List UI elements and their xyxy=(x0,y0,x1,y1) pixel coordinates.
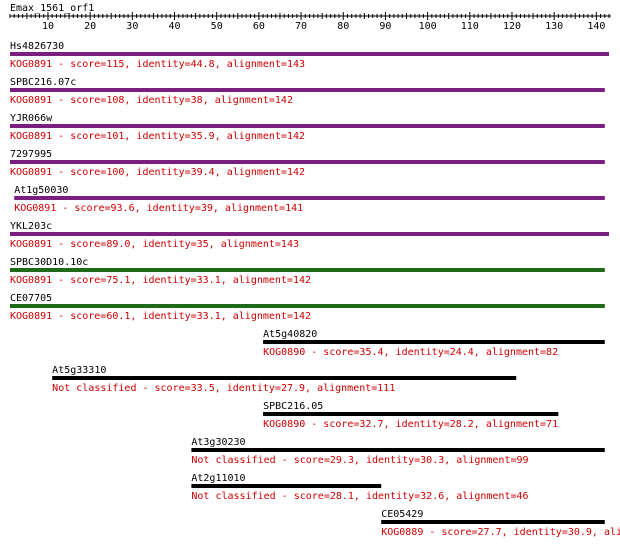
hit-name[interactable]: At5g33310 xyxy=(52,365,106,376)
ruler-tick-label: 120 xyxy=(503,21,521,32)
hit-annotation: KOG0889 - score=27.7, identity=30.9, ali… xyxy=(381,527,620,538)
hit-alignment-bar[interactable] xyxy=(52,376,517,380)
hit-row: SPBC216.07c KOG0891 - score=108, identity… xyxy=(10,77,605,106)
hit-alignment-bar[interactable] xyxy=(263,340,605,344)
hit-annotation: KOG0891 - score=93.6, identity=39, align… xyxy=(14,203,303,214)
hit-name[interactable]: YJR066w xyxy=(10,113,53,124)
hit-name[interactable]: SPBC216.05 xyxy=(263,401,323,412)
hit-name[interactable]: At2g11010 xyxy=(191,473,245,484)
ruler-tick-label: 30 xyxy=(126,21,138,32)
query-name: Emax_1561_orf1 xyxy=(10,3,94,14)
hit-annotation: KOG0891 - score=100, identity=39.4, alig… xyxy=(10,167,305,178)
hit-row: At1g50030 KOG0891 - score=93.6, identity=… xyxy=(14,185,605,214)
hit-row: SPBC30D10.10c KOG0891 - score=75.1, ident… xyxy=(10,257,605,286)
hit-alignment-bar[interactable] xyxy=(263,412,559,416)
hit-row: 7297995 KOG0891 - score=100, identity=39.… xyxy=(10,149,605,178)
hit-name[interactable]: SPBC216.07c xyxy=(10,77,76,88)
hit-name[interactable]: 7297995 xyxy=(10,149,52,160)
hit-row: At5g33310 Not classified - score=33.5, id… xyxy=(52,365,517,394)
hit-name[interactable]: CE07705 xyxy=(10,293,52,304)
hit-row: YKL203c KOG0891 - score=89.0, identity=35… xyxy=(10,221,609,250)
hit-alignment-bar[interactable] xyxy=(14,196,605,200)
hit-row: SPBC216.05 KOG0890 - score=32.7, identity… xyxy=(263,401,559,430)
hit-row: At5g40820 KOG0890 - score=35.4, identity=… xyxy=(263,329,605,358)
ruler-tick-label: 110 xyxy=(461,21,479,32)
hit-list: Hs4826730 KOG0891 - score=115, identity=4… xyxy=(10,41,620,538)
hit-annotation: KOG0890 - score=32.7, identity=28.2, ali… xyxy=(263,419,558,430)
ruler-tick-label: 10 xyxy=(42,21,54,32)
ruler-tick-label: 80 xyxy=(337,21,349,32)
ruler-tick-label: 140 xyxy=(587,21,605,32)
hit-alignment-bar[interactable] xyxy=(191,448,605,452)
hit-annotation: KOG0890 - score=35.4, identity=24.4, ali… xyxy=(263,347,558,358)
hit-annotation: KOG0891 - score=75.1, identity=33.1, ali… xyxy=(10,275,311,286)
hit-annotation: Not classified - score=28.1, identity=32… xyxy=(191,491,528,502)
hit-name[interactable]: At1g50030 xyxy=(14,185,68,196)
hit-alignment-bar[interactable] xyxy=(10,160,605,164)
ruler-tick-label: 60 xyxy=(253,21,265,32)
hit-alignment-bar[interactable] xyxy=(10,268,605,272)
ruler-tick-label: 70 xyxy=(295,21,307,32)
hit-alignment-bar[interactable] xyxy=(10,124,605,128)
hit-row: CE07705 KOG0891 - score=60.1, identity=33… xyxy=(10,293,605,322)
hit-name[interactable]: CE05429 xyxy=(381,509,423,520)
hit-name[interactable]: YKL203c xyxy=(10,221,52,232)
hit-row: At2g11010 Not classified - score=28.1, id… xyxy=(191,473,529,502)
ruler-tick-label: 100 xyxy=(419,21,437,32)
hit-alignment-bar[interactable] xyxy=(381,520,605,524)
hit-annotation: KOG0891 - score=108, identity=38, alignm… xyxy=(10,95,293,106)
hit-row: At3g30230 Not classified - score=29.3, id… xyxy=(191,437,605,466)
hit-annotation: KOG0891 - score=60.1, identity=33.1, ali… xyxy=(10,311,311,322)
hit-row: YJR066w KOG0891 - score=101, identity=35.… xyxy=(10,113,605,142)
hit-alignment-bar[interactable] xyxy=(10,88,605,92)
hit-annotation: Not classified - score=33.5, identity=27… xyxy=(52,383,395,394)
hit-alignment-bar[interactable] xyxy=(10,52,609,56)
ruler-tick-label: 40 xyxy=(168,21,180,32)
ruler-tick-label: 20 xyxy=(84,21,96,32)
hit-annotation: KOG0891 - score=115, identity=44.8, alig… xyxy=(10,59,305,70)
hit-alignment-bar[interactable] xyxy=(191,484,382,488)
hit-row: Hs4826730 KOG0891 - score=115, identity=4… xyxy=(10,41,609,70)
hit-name[interactable]: SPBC30D10.10c xyxy=(10,257,88,268)
hit-annotation: Not classified - score=29.3, identity=30… xyxy=(191,455,528,466)
hit-name[interactable]: Hs4826730 xyxy=(10,41,64,52)
ruler-tick-label: 130 xyxy=(545,21,563,32)
ruler-tick-label: 90 xyxy=(379,21,391,32)
position-ruler: 10 20 30 40 50 60 70 80 90 100 110 120 130 140 xyxy=(9,12,611,32)
hit-row: CE05429 KOG0889 - score=27.7, identity=30… xyxy=(381,509,620,538)
hit-annotation: KOG0891 - score=101, identity=35.9, alig… xyxy=(10,131,305,142)
hit-alignment-bar[interactable] xyxy=(10,232,609,236)
ruler-tick-label: 50 xyxy=(211,21,223,32)
hit-name[interactable]: At3g30230 xyxy=(191,437,245,448)
hit-name[interactable]: At5g40820 xyxy=(263,329,317,340)
hit-annotation: KOG0891 - score=89.0, identity=35, align… xyxy=(10,239,299,250)
hit-alignment-bar[interactable] xyxy=(10,304,605,308)
